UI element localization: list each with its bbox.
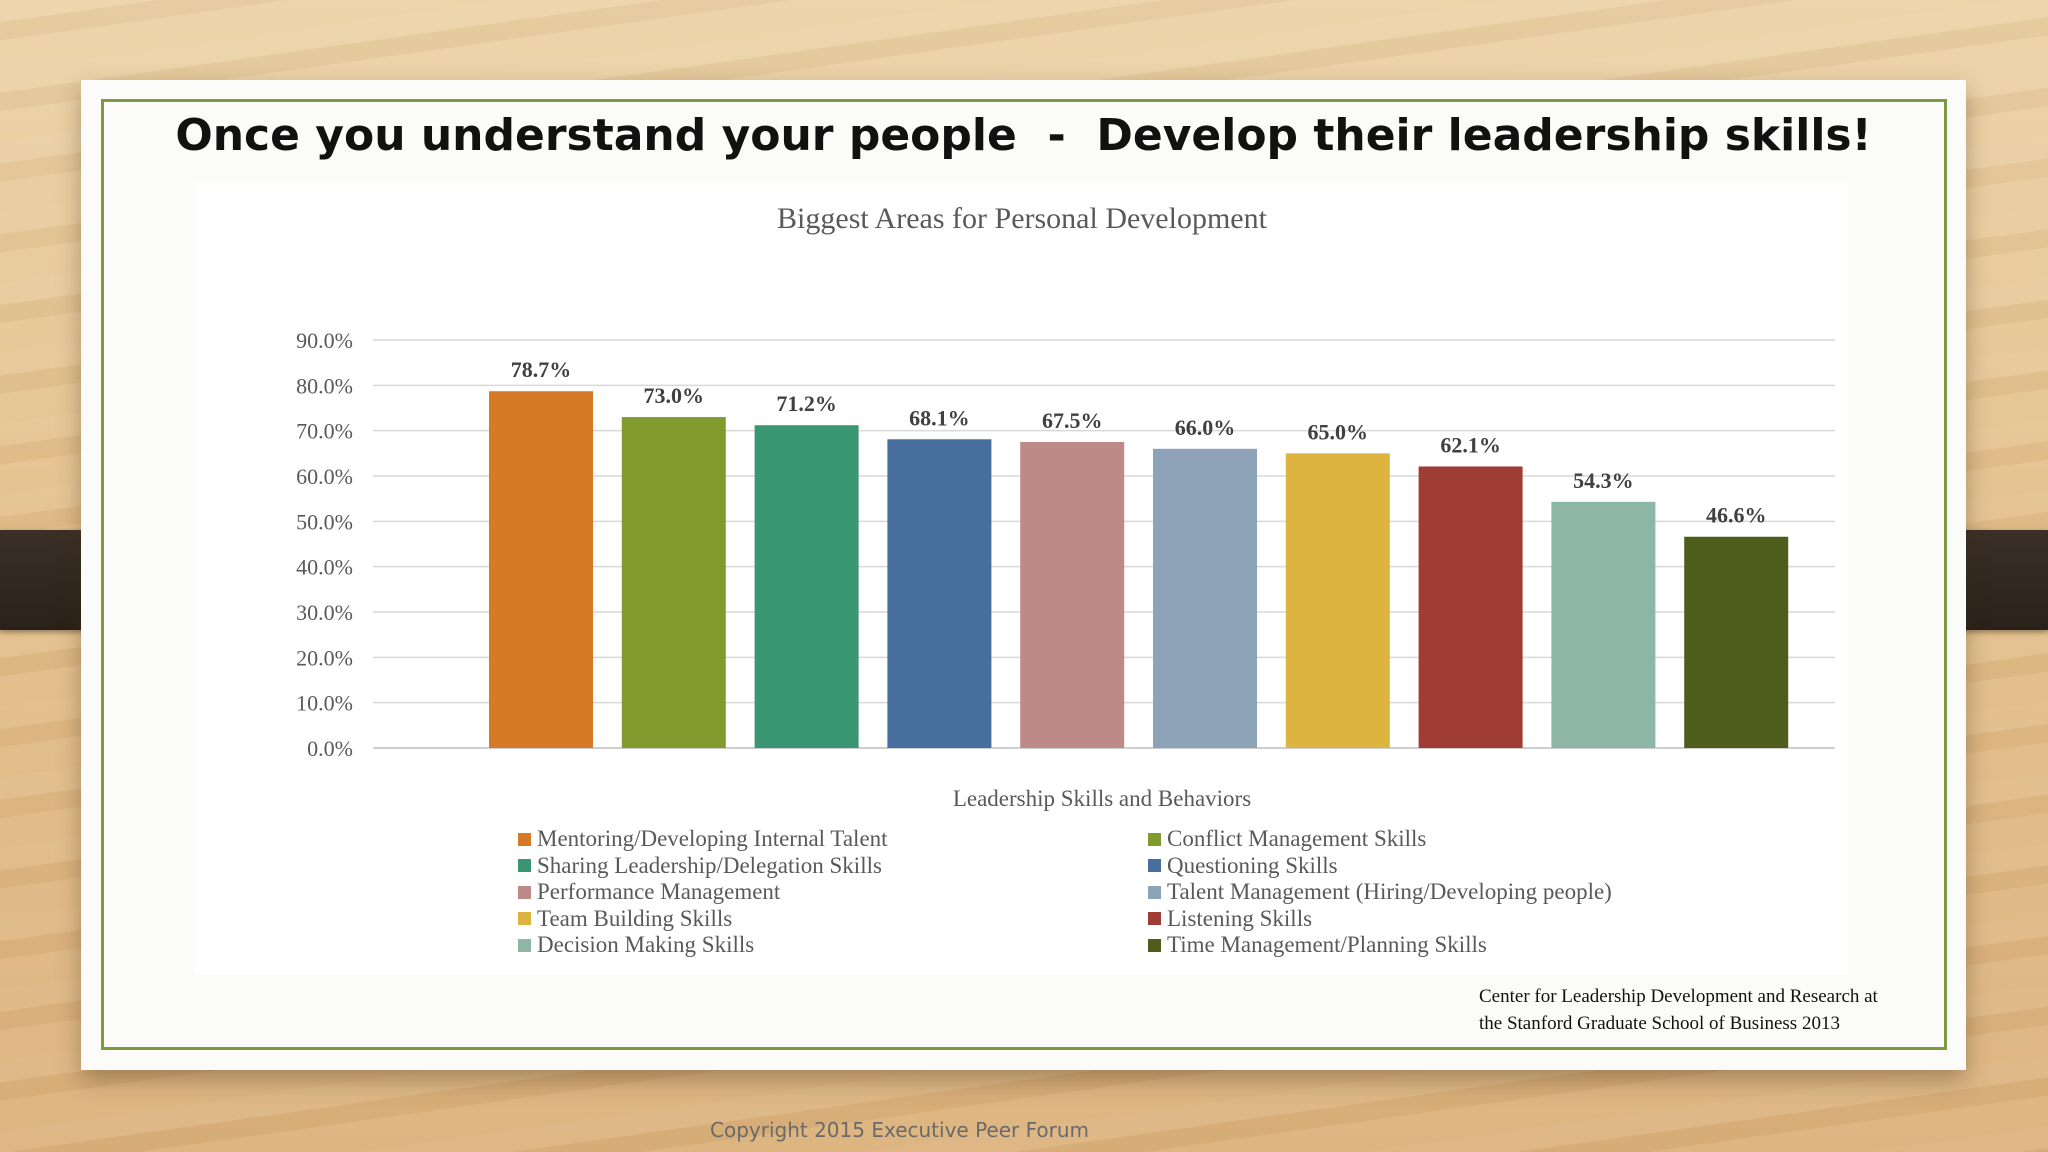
legend-label: Decision Making Skills xyxy=(537,932,755,958)
slide-card: Once you understand your people - Develo… xyxy=(81,80,1966,1070)
bar xyxy=(1418,466,1523,748)
bar-data-label: 71.2% xyxy=(776,391,837,416)
slide-title: Once you understand your people - Develo… xyxy=(175,110,1872,161)
y-tick-label: 70.0% xyxy=(296,419,353,444)
bar-data-label: 66.0% xyxy=(1175,415,1236,440)
y-tick-label: 80.0% xyxy=(296,373,353,398)
bar xyxy=(887,439,992,748)
legend-label: Sharing Leadership/Delegation Skills xyxy=(537,852,882,878)
bar-data-label: 62.1% xyxy=(1440,432,1501,457)
bar-data-label: 73.0% xyxy=(644,383,705,408)
legend-label: Performance Management xyxy=(537,879,781,905)
legend-label: Conflict Management Skills xyxy=(1167,826,1427,852)
y-tick-label: 10.0% xyxy=(296,691,353,716)
legend-swatch xyxy=(518,832,531,846)
x-axis-title: Leadership Skills and Behaviors xyxy=(952,786,1252,811)
y-tick-label: 60.0% xyxy=(296,464,353,489)
slide-border xyxy=(101,99,1947,1050)
bar xyxy=(1551,501,1656,748)
legend-swatch xyxy=(1148,859,1161,873)
legend-item: Listening Skills xyxy=(1148,906,1718,933)
copyright-notice: Copyright 2015 Executive Peer Forum xyxy=(710,1118,1090,1142)
bar xyxy=(1153,448,1257,748)
bar xyxy=(754,425,859,748)
y-tick-label: 50.0% xyxy=(296,509,353,534)
chart-area: Biggest Areas for Personal Development 0… xyxy=(195,182,1849,975)
legend-item: Performance Management xyxy=(518,879,1148,906)
bar-data-label: 78.7% xyxy=(511,357,572,382)
legend-item: Decision Making Skills xyxy=(518,932,1148,959)
bar xyxy=(1285,453,1390,748)
chart-title: Biggest Areas for Personal Development xyxy=(777,202,1267,235)
y-tick-label: 20.0% xyxy=(296,645,353,670)
legend-item: Questioning Skills xyxy=(1148,853,1718,880)
legend-swatch xyxy=(1148,885,1161,899)
chart-legend: Mentoring/Developing Internal Talent Conf… xyxy=(518,826,1718,959)
bar-data-label: 67.5% xyxy=(1042,408,1103,433)
bar-data-label: 46.6% xyxy=(1706,503,1767,528)
legend-label: Team Building Skills xyxy=(537,905,733,931)
source-citation: Center for Leadership Development and Re… xyxy=(1479,983,1949,1037)
bar-data-label: 54.3% xyxy=(1573,468,1634,493)
legend-item: Sharing Leadership/Delegation Skills xyxy=(518,853,1148,880)
legend-item: Time Management/Planning Skills xyxy=(1148,932,1718,959)
bar-data-label: 65.0% xyxy=(1308,419,1369,444)
legend-swatch xyxy=(518,912,531,926)
y-tick-label: 40.0% xyxy=(296,555,353,580)
legend-label: Time Management/Planning Skills xyxy=(1167,932,1487,958)
bar-data-label: 68.1% xyxy=(909,405,970,430)
legend-label: Mentoring/Developing Internal Talent xyxy=(537,826,888,852)
legend-swatch xyxy=(1148,832,1161,846)
legend-swatch xyxy=(518,938,531,952)
bar xyxy=(1684,536,1789,748)
legend-item: Talent Management (Hiring/Developing peo… xyxy=(1148,879,1718,906)
legend-swatch xyxy=(518,885,531,899)
legend-label: Listening Skills xyxy=(1167,905,1313,931)
bar-chart: 0.0% 10.0% 20.0% 30.0% 40.0% 50.0% 60.0% 70.0% 8… xyxy=(296,328,1835,761)
bar xyxy=(1020,442,1125,748)
legend-label: Talent Management (Hiring/Developing peo… xyxy=(1167,879,1612,905)
bar xyxy=(621,417,726,748)
legend-item: Conflict Management Skills xyxy=(1148,826,1718,853)
source-line-2: the Stanford Graduate School of Business… xyxy=(1479,1013,1840,1034)
legend-label: Questioning Skills xyxy=(1167,852,1338,878)
legend-swatch xyxy=(1148,912,1161,926)
y-tick-label: 0.0% xyxy=(307,736,353,761)
legend-item: Mentoring/Developing Internal Talent xyxy=(518,826,1148,853)
y-tick-label: 90.0% xyxy=(296,328,353,353)
legend-swatch xyxy=(518,859,531,873)
legend-item: Team Building Skills xyxy=(518,906,1148,933)
bar xyxy=(489,391,593,748)
y-tick-label: 30.0% xyxy=(296,600,353,625)
source-line-1: Center for Leadership Development and Re… xyxy=(1479,986,1878,1007)
legend-swatch xyxy=(1148,938,1161,952)
